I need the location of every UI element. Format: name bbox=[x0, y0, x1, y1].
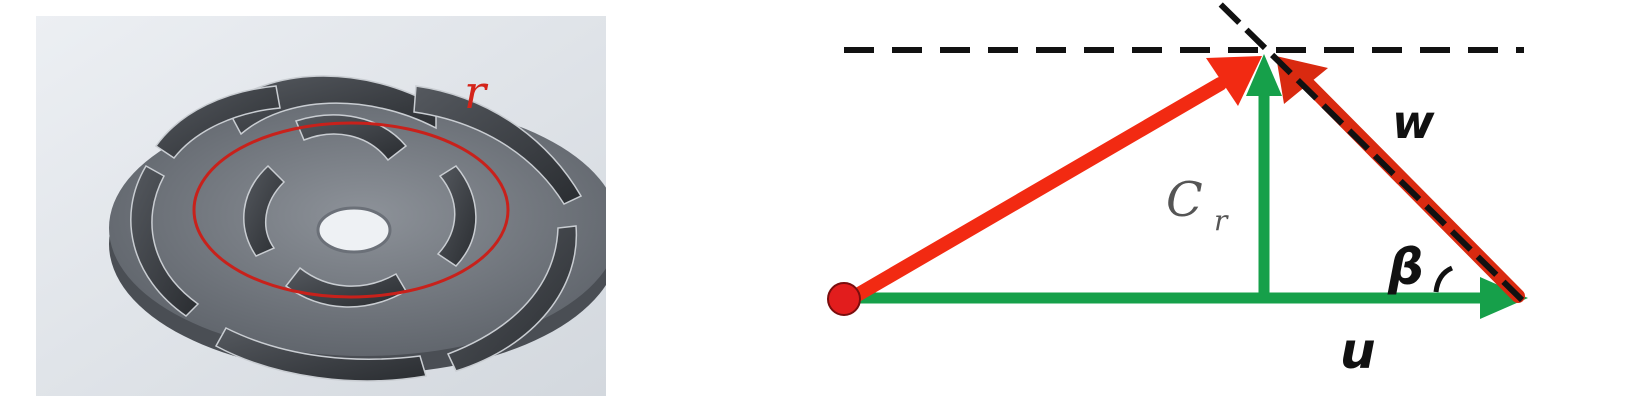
beta-angle-arc bbox=[1433, 265, 1454, 293]
impeller-blades bbox=[130, 75, 583, 382]
cr-label: C bbox=[1166, 172, 1203, 228]
origin-dot-icon bbox=[827, 282, 861, 316]
absolute-velocity-vector bbox=[833, 56, 1262, 312]
radius-circle bbox=[192, 121, 510, 299]
cr-vector bbox=[1246, 54, 1282, 296]
u-vector bbox=[845, 277, 1528, 319]
impeller-illustration: r bbox=[36, 16, 606, 396]
radius-label: r bbox=[464, 65, 489, 119]
beta-label: β bbox=[1387, 238, 1424, 296]
diagonal-dashed-line bbox=[1211, 0, 1525, 303]
w-label: w bbox=[1392, 95, 1435, 149]
u-label: u bbox=[1340, 322, 1376, 380]
cr-subscript-label: r bbox=[1214, 204, 1229, 237]
impeller-hub bbox=[316, 206, 392, 254]
velocity-triangle: w C r β u bbox=[800, 0, 1644, 414]
